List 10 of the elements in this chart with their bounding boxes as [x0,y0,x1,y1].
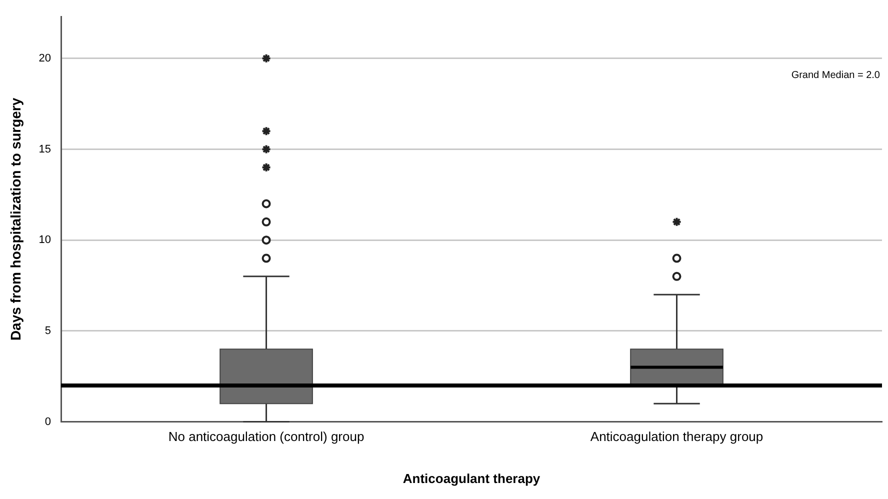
x-tick-label: No anticoagulation (control) group [168,429,364,444]
x-tick-label: Anticoagulation therapy group [590,429,764,444]
x-axis-title: Anticoagulant therapy [402,470,541,486]
y-axis-title: Days from hospitalization to surgery [7,98,24,341]
y-tick-label: 15 [38,143,52,156]
y-tick-label: 10 [38,234,52,246]
y-tick-label: 5 [44,324,52,337]
y-tick-label: 20 [38,52,52,64]
y-tick-label: 0 [44,416,52,428]
ref-line-label: Grand Median = 2.0 [791,70,880,82]
